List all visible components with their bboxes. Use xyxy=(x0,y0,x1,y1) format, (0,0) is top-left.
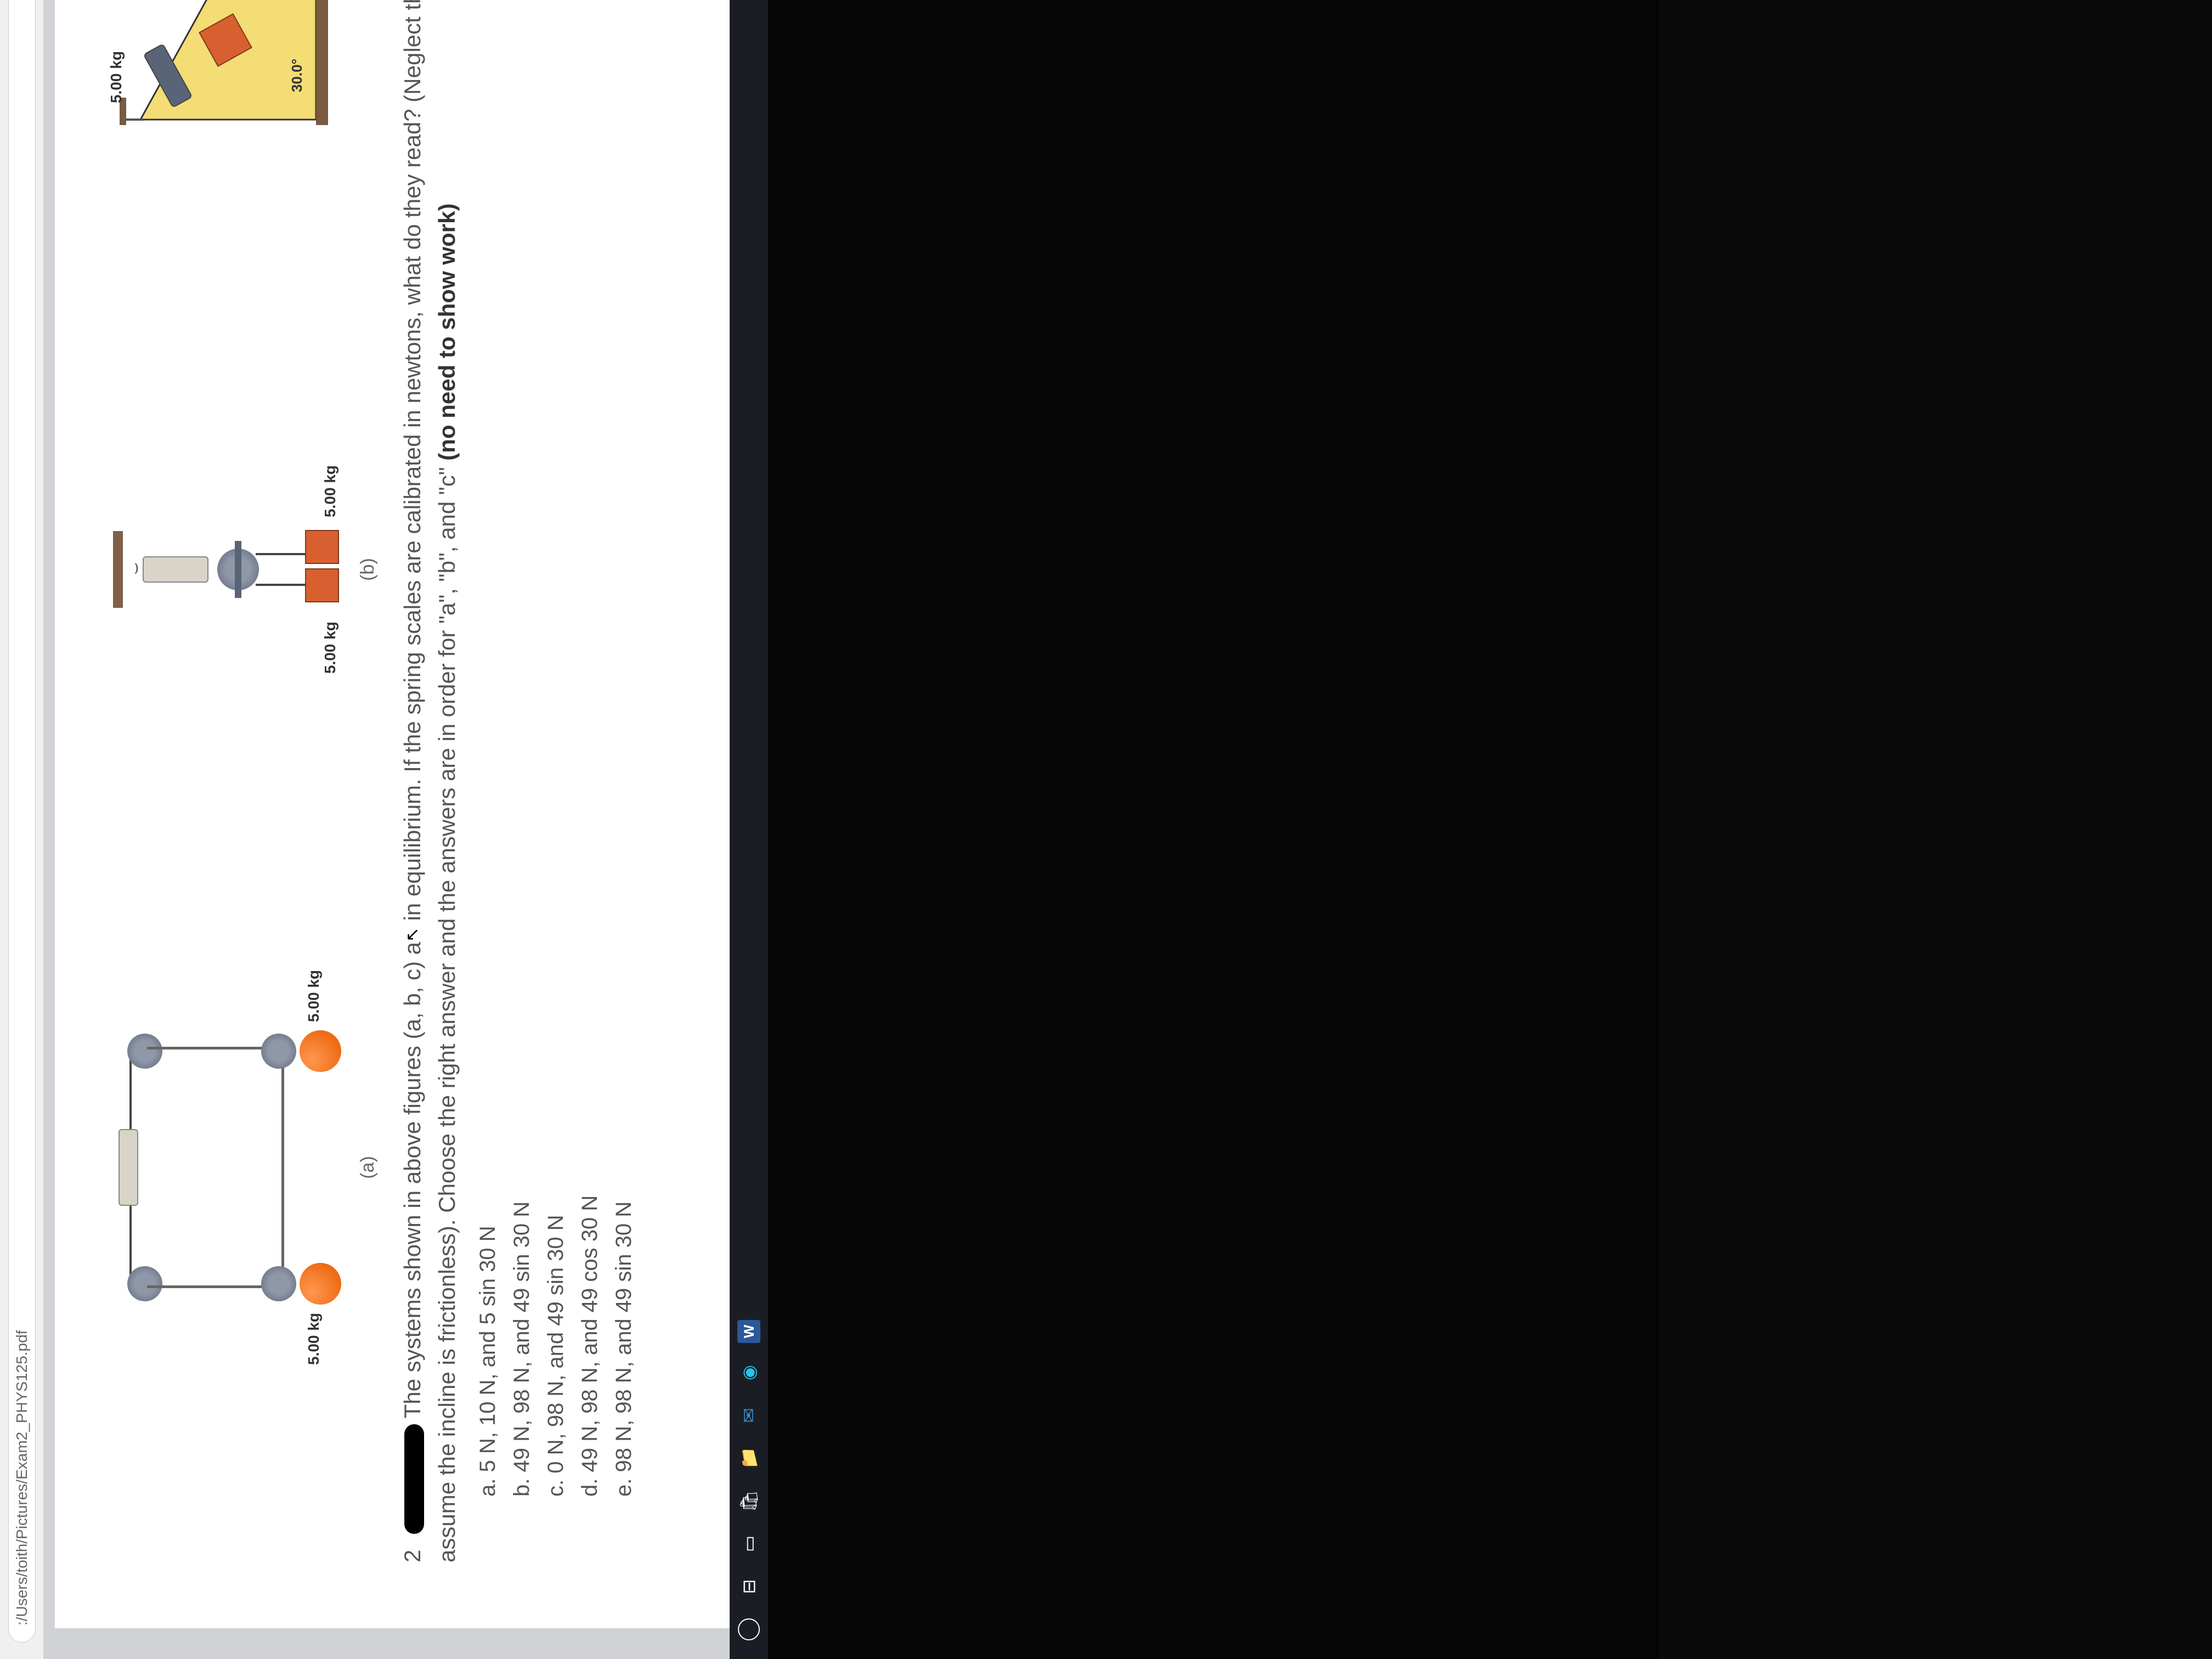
word-icon[interactable]: W xyxy=(737,1320,760,1343)
choice-d: d. 49 N, 98 N, and 49 cos 30 N xyxy=(573,0,607,1497)
question-bold-tail: (no need to show work) xyxy=(434,204,460,461)
mass-label: 5.00 kg xyxy=(305,970,323,1022)
cursor-icon: ↖ xyxy=(399,927,425,942)
mass-block-icon xyxy=(305,530,339,564)
pulley-icon xyxy=(261,1266,296,1301)
choice-a: a. 5 N, 10 N, and 5 sin 30 N xyxy=(471,0,505,1497)
question-number: 2 xyxy=(395,1541,430,1562)
figure-a: 5.00 kg 5.00 kg (a) xyxy=(119,1014,379,1321)
windows-taskbar[interactable]: ⊟ ▭ 🛍 📁 ✉ ◉ W xyxy=(730,0,768,1659)
url-field[interactable]: :/Users/toith/Pictures/Exam2_PHYS125.pdf xyxy=(8,0,36,1643)
choice-c: c. 0 N, 98 N, and 49 sin 30 N xyxy=(539,0,573,1497)
edge-icon[interactable]: ◉ xyxy=(736,1359,762,1386)
cortana-icon[interactable]: ⊟ xyxy=(736,1573,762,1600)
figures-row: 5.00 kg 5.00 kg (a) ⌣ 5.00 kg 5.00 xyxy=(71,0,379,1595)
mass-label: 5.00 kg xyxy=(321,622,339,674)
choice-e: e. 98 N, 98 N, and 49 sin 30 N xyxy=(607,0,641,1497)
question-body: 2 The systems shown in above figures (a,… xyxy=(395,0,464,1595)
figure-label: (a) xyxy=(357,1156,379,1179)
mass-ball-icon xyxy=(300,1030,341,1072)
choice-b: b. 49 N, 98 N, and 49 sin 30 N xyxy=(505,0,539,1497)
browser-address-bar: :/Users/toith/Pictures/Exam2_PHYS125.pdf… xyxy=(0,0,44,1659)
pulley-icon xyxy=(261,1034,296,1069)
mass-block-icon xyxy=(305,568,339,602)
mass-label: 5.00 kg xyxy=(321,465,339,517)
mass-label: 5.00 kg xyxy=(108,51,125,103)
mail-icon[interactable]: ✉ xyxy=(736,1402,762,1429)
store-icon[interactable]: 🛍 xyxy=(736,1488,762,1514)
figure-c: 5.00 kg 30.0° (c) xyxy=(113,0,379,125)
screen-area: :/Users/toith/Pictures/Exam2_PHYS125.pdf… xyxy=(0,0,768,1659)
figure-b: ⌣ 5.00 kg 5.00 kg (b) xyxy=(113,454,379,685)
question-text-1: The systems shown in above figures (a, b… xyxy=(399,942,425,1418)
pulley-icon xyxy=(217,549,259,590)
answer-choices: a. 5 N, 10 N, and 5 sin 30 N b. 49 N, 98… xyxy=(471,0,641,1595)
pdf-content: 5.00 kg 5.00 kg (a) ⌣ 5.00 kg 5.00 xyxy=(55,0,757,1628)
laptop-keyboard-area xyxy=(768,0,1659,1659)
spring-scale-a xyxy=(119,1129,138,1206)
redacted-mark xyxy=(404,1424,424,1534)
mass-ball-icon xyxy=(300,1263,341,1305)
spring-scale-b xyxy=(143,556,208,583)
taskview-icon[interactable]: ▭ xyxy=(736,1531,762,1557)
start-icon[interactable] xyxy=(736,1616,762,1643)
explorer-icon[interactable]: 📁 xyxy=(736,1445,762,1471)
url-text: :/Users/toith/Pictures/Exam2_PHYS125.pdf xyxy=(13,1330,31,1626)
figure-label: (b) xyxy=(357,558,379,581)
angle-label: 30.0° xyxy=(289,59,306,92)
mass-label: 5.00 kg xyxy=(305,1313,323,1365)
